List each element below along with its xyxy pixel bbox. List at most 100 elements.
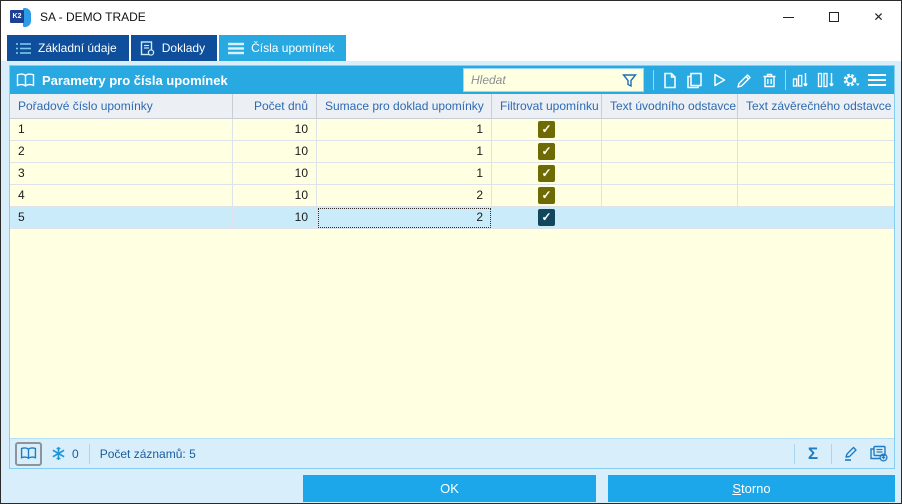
cell-closing-text (738, 141, 894, 163)
k2-logo-icon: K2 (10, 7, 32, 27)
book-view-button[interactable] (15, 441, 42, 466)
column-header[interactable]: Text úvodního odstavce (602, 94, 738, 119)
tab-zakladni-udaje[interactable]: Základní údaje (7, 35, 129, 61)
check-icon: ✓ (541, 144, 552, 158)
maximize-button[interactable] (811, 1, 856, 33)
cell-days: 10 (233, 141, 317, 163)
play-icon (714, 73, 726, 87)
table-row[interactable]: 1 10 1 ✓ (10, 119, 894, 141)
status-bar: 0 Počet záznamů: 5 Σ (10, 438, 894, 468)
columns-icon (817, 72, 834, 87)
gear-icon (843, 73, 860, 86)
cell-intro-text (602, 119, 738, 141)
tab-cisla-upominek[interactable]: Čísla upomínek (219, 35, 347, 61)
filter-funnel-icon[interactable] (622, 73, 637, 88)
table-row[interactable]: 2 10 1 ✓ (10, 141, 894, 163)
new-record-button[interactable] (657, 67, 682, 93)
column-header[interactable]: Počet dnů (233, 94, 317, 119)
bar-chart-icon (792, 72, 808, 87)
menu-button[interactable] (864, 67, 889, 93)
tab-label: Základní údaje (38, 41, 117, 55)
table-empty-area (10, 229, 894, 438)
cell-days: 10 (233, 207, 317, 229)
document-gear-icon (140, 40, 154, 56)
frozen-indicator: 0 (51, 446, 79, 461)
minimize-button[interactable] (766, 1, 811, 33)
status-separator (794, 443, 795, 464)
filter-checkbox[interactable]: ✓ (538, 187, 555, 204)
panel-toolbar: Parametry pro čísla upomínek (10, 66, 894, 94)
table-row[interactable]: 3 10 1 ✓ (10, 163, 894, 185)
record-count: Počet záznamů: 5 (99, 446, 196, 461)
column-header[interactable]: Pořadové číslo upomínky (10, 94, 233, 119)
sigma-icon: Σ (807, 444, 819, 463)
cell-days: 10 (233, 163, 317, 185)
title-bar: K2 SA - DEMO TRADE ✕ (1, 1, 901, 33)
ok-button[interactable]: OK (303, 475, 596, 502)
frozen-count: 0 (72, 446, 79, 461)
minimize-icon (783, 16, 794, 18)
maximize-icon (828, 12, 839, 22)
cell-summation: 1 (317, 141, 492, 163)
cell-number: 5 (10, 207, 233, 229)
window-controls: ✕ (766, 1, 901, 33)
column-header[interactable]: Filtrovat upomínku (492, 94, 602, 119)
column-settings-button[interactable] (814, 67, 839, 93)
ok-button-label: OK (440, 481, 459, 496)
copy-plus-icon (869, 445, 888, 462)
tab-label: Doklady (161, 41, 206, 55)
copy-record-button[interactable] (682, 67, 707, 93)
settings-button[interactable] (839, 67, 864, 93)
cell-days: 10 (233, 119, 317, 141)
cell-summation: 2 (317, 185, 492, 207)
check-icon: ✓ (541, 210, 552, 224)
run-button[interactable] (707, 67, 732, 93)
search-input[interactable] (464, 69, 622, 91)
panel-title: Parametry pro čísla upomínek (42, 72, 228, 88)
chart-button[interactable] (789, 67, 814, 93)
search-box (463, 68, 644, 92)
status-separator (831, 443, 832, 464)
cell-days: 10 (233, 185, 317, 207)
edit-button[interactable] (732, 67, 757, 93)
storno-button[interactable]: Storno (608, 475, 895, 502)
pencil-underline-icon (844, 446, 857, 461)
status-right-buttons: Σ (792, 442, 894, 466)
snowflake-icon (52, 447, 65, 460)
check-icon: ✓ (541, 122, 552, 136)
cell-intro-text (602, 207, 738, 229)
add-related-button[interactable] (866, 442, 890, 466)
delete-button[interactable] (757, 67, 782, 93)
quick-edit-button[interactable] (838, 442, 862, 466)
filter-checkbox[interactable]: ✓ (538, 121, 555, 138)
column-header[interactable]: Sumace pro doklad upomínky (317, 94, 492, 119)
table-header: Pořadové číslo upomínky Počet dnů Sumace… (10, 94, 894, 119)
table-row-selected[interactable]: 5 10 2 ✓ (10, 207, 894, 229)
table-row[interactable]: 4 10 2 ✓ (10, 185, 894, 207)
tab-label: Čísla upomínek (251, 41, 335, 55)
sum-button[interactable]: Σ (801, 442, 825, 466)
toolbar-separator (653, 70, 654, 90)
toolbar-separator (785, 70, 786, 90)
column-header[interactable]: Text závěrečného odstavce (738, 94, 894, 119)
cell-summation-focused[interactable]: 2 (317, 207, 492, 229)
window-title: SA - DEMO TRADE (40, 10, 146, 24)
copy-icon (687, 72, 702, 88)
close-icon: ✕ (873, 10, 884, 24)
filter-checkbox[interactable]: ✓ (538, 143, 555, 160)
cell-number: 2 (10, 141, 233, 163)
cell-closing-text (738, 163, 894, 185)
storno-button-label: Storno (732, 481, 771, 496)
tab-doklady[interactable]: Doklady (130, 35, 218, 61)
cell-intro-text (602, 185, 738, 207)
book-icon (16, 72, 35, 88)
tab-bar: Základní údaje Doklady Čísla upomínek (1, 33, 901, 61)
close-button[interactable]: ✕ (856, 1, 901, 33)
cell-closing-text (738, 207, 894, 229)
open-book-icon (20, 447, 37, 460)
filter-checkbox[interactable]: ✓ (538, 209, 555, 226)
cell-intro-text (602, 141, 738, 163)
cell-number: 4 (10, 185, 233, 207)
filter-checkbox[interactable]: ✓ (538, 165, 555, 182)
